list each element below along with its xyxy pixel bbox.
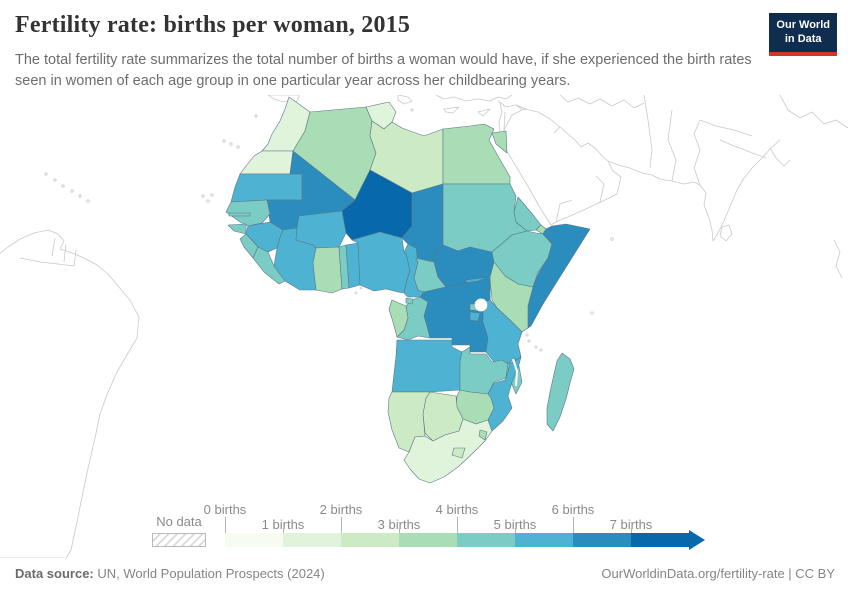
country-western-sahara[interactable]: [239, 150, 294, 175]
background-borders-guianas: [19, 237, 77, 267]
legend-tick: [457, 517, 458, 533]
world-map: [0, 95, 849, 558]
page-subtitle: The total fertility rate summarizes the …: [15, 52, 752, 90]
country-somalia[interactable]: [527, 223, 591, 329]
africa-countries: [225, 96, 591, 484]
country-eswatini[interactable]: [478, 429, 488, 441]
background-outline-south-america: [0, 229, 140, 558]
legend-bin-swatch-0[interactable]: [225, 533, 283, 547]
legend-tick: [283, 528, 284, 533]
legend-tick-label-2: 2 births: [319, 502, 363, 517]
legend-tick: [515, 528, 516, 533]
legend-tick: [341, 517, 342, 533]
background-borders-arabia: [553, 126, 605, 223]
background-outlines: [0, 95, 849, 558]
legend-arrow-icon: [689, 530, 705, 550]
country-burundi[interactable]: [469, 311, 481, 322]
legend-tick-label-1: 1 births: [261, 517, 305, 532]
legend-bin-swatch-5[interactable]: [515, 533, 573, 547]
background-outline-central-asia: [559, 95, 849, 279]
page-footer: Data source: UN, World Population Prospe…: [15, 566, 835, 581]
legend-no-data-label: No data: [156, 514, 202, 529]
country-madagascar[interactable]: [546, 352, 575, 432]
background-outline-arabia: [499, 108, 622, 226]
country-guinea-bissau[interactable]: [227, 223, 247, 235]
legend-bin-swatch-7[interactable]: [631, 533, 689, 547]
background-outline-turkey-levant: [435, 95, 545, 140]
legend-tick-label-5: 5 births: [493, 517, 537, 532]
background-islands: [44, 108, 614, 352]
background-outline-sri-lanka: [719, 224, 733, 242]
country-gambia[interactable]: [228, 212, 251, 217]
legend-tick: [225, 517, 226, 533]
legend-tick-label-0: 0 births: [203, 502, 247, 517]
country-lesotho[interactable]: [451, 447, 466, 459]
legend-tick-label-4: 4 births: [435, 502, 479, 517]
lake-malawi: [512, 358, 519, 387]
background-outline-cyprus: [477, 108, 491, 117]
legend-tick: [573, 517, 574, 533]
footer-license-link[interactable]: OurWorldinData.org/fertility-rate | CC B…: [601, 566, 835, 581]
country-angola[interactable]: [391, 339, 463, 393]
country-egypt-sinai[interactable]: [491, 130, 508, 154]
country-burkina-faso[interactable]: [295, 210, 347, 249]
legend-bin-swatch-6[interactable]: [573, 533, 631, 547]
country-equatorial-guinea[interactable]: [405, 297, 414, 305]
footer-source-text: UN, World Population Prospects (2024): [93, 566, 325, 581]
legend-bin-swatch-3[interactable]: [399, 533, 457, 547]
logo-line-1: Our World: [776, 19, 830, 31]
legend-tick: [399, 528, 400, 533]
country-nigeria[interactable]: [351, 231, 411, 294]
legend-bin-swatch-1[interactable]: [283, 533, 341, 547]
background-outline-sicily: [397, 95, 413, 105]
footer-data-source: Data source: UN, World Population Prospe…: [15, 566, 325, 581]
country-ghana[interactable]: [312, 246, 343, 294]
legend-tick-label-6: 6 births: [551, 502, 595, 517]
legend-tick: [631, 528, 632, 533]
background-outline-crete: [443, 106, 460, 114]
page-title: Fertility rate: births per woman, 2015: [15, 12, 411, 38]
logo-line-2: in Data: [784, 33, 822, 46]
legend-color-bar[interactable]: [225, 529, 707, 551]
legend-tick-label-3: 3 births: [377, 517, 421, 532]
legend-bin-swatch-2[interactable]: [341, 533, 399, 547]
country-gabon[interactable]: [388, 299, 409, 338]
legend-no-data-swatch[interactable]: [152, 533, 206, 547]
owid-logo[interactable]: Our World in Data: [769, 13, 837, 56]
lake-victoria: [474, 298, 488, 312]
legend-tick-label-7: 7 births: [609, 517, 653, 532]
legend-bin-swatch-4[interactable]: [457, 533, 515, 547]
background-outline-iran-india: [607, 95, 781, 242]
country-south-africa[interactable]: [403, 418, 493, 484]
footer-source-label: Data source:: [15, 566, 94, 581]
country-mauritania[interactable]: [230, 173, 303, 203]
